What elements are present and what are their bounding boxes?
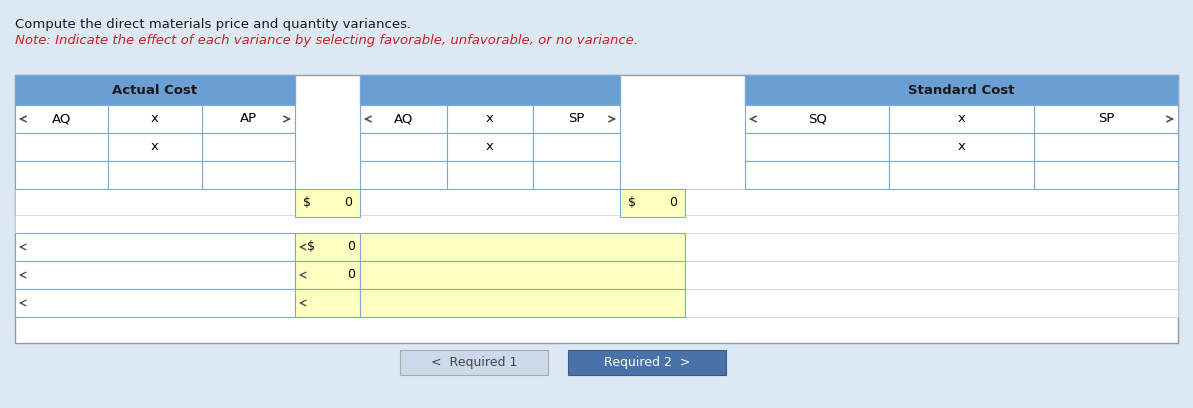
Text: 0: 0	[347, 268, 356, 282]
Text: $: $	[303, 197, 311, 209]
Bar	[1033, 105, 1177, 133]
Text: x: x	[958, 113, 965, 126]
Bar	[202, 105, 295, 133]
Bar	[400, 350, 548, 375]
Bar	[889, 161, 1033, 189]
Bar	[360, 133, 446, 161]
Bar	[744, 133, 889, 161]
Bar	[109, 161, 202, 189]
Bar	[295, 289, 360, 317]
Bar	[744, 75, 1177, 105]
Text: 0: 0	[347, 240, 356, 253]
Bar	[16, 105, 109, 133]
Bar	[202, 161, 295, 189]
Text: Note: Indicate the effect of each variance by selecting favorable, unfavorable, : Note: Indicate the effect of each varian…	[16, 34, 638, 47]
Text: AQ: AQ	[394, 113, 413, 126]
Text: $: $	[628, 197, 636, 209]
Text: Compute the direct materials price and quantity variances.: Compute the direct materials price and q…	[16, 18, 412, 31]
Bar	[685, 233, 1177, 261]
Bar	[685, 289, 1177, 317]
Bar	[685, 261, 1177, 289]
Text: 0: 0	[344, 197, 352, 209]
Bar	[295, 189, 360, 217]
Bar	[360, 233, 685, 261]
Text: SP: SP	[569, 113, 585, 126]
Bar	[1033, 133, 1177, 161]
Text: Required 2  >: Required 2 >	[604, 356, 691, 369]
Bar	[16, 75, 1177, 343]
Text: Actual Cost: Actual Cost	[112, 84, 198, 97]
Bar	[744, 105, 889, 133]
Bar	[16, 75, 295, 105]
Bar	[109, 133, 202, 161]
Bar	[568, 350, 727, 375]
Bar	[16, 215, 1177, 235]
Bar	[533, 133, 620, 161]
Bar	[446, 133, 533, 161]
Bar	[360, 289, 685, 317]
Bar	[889, 105, 1033, 133]
Bar	[446, 161, 533, 189]
Bar	[16, 189, 1177, 217]
Text: Standard Cost: Standard Cost	[908, 84, 1015, 97]
Bar	[202, 133, 295, 161]
Bar	[360, 75, 620, 105]
Bar	[744, 161, 889, 189]
Bar	[360, 161, 446, 189]
Bar	[533, 161, 620, 189]
Text: $: $	[307, 240, 315, 253]
Text: 0: 0	[669, 197, 676, 209]
Text: SP: SP	[1098, 113, 1114, 126]
Text: SQ: SQ	[808, 113, 827, 126]
Bar	[533, 105, 620, 133]
Text: x: x	[486, 113, 494, 126]
Text: x: x	[958, 140, 965, 153]
Bar	[295, 261, 360, 289]
Bar	[360, 105, 446, 133]
Bar	[16, 133, 109, 161]
Bar	[16, 161, 109, 189]
Bar	[16, 289, 295, 317]
Bar	[16, 233, 295, 261]
Bar	[16, 261, 295, 289]
Bar	[109, 105, 202, 133]
Text: x: x	[152, 113, 159, 126]
Text: x: x	[152, 140, 159, 153]
Bar	[889, 133, 1033, 161]
Text: AQ: AQ	[52, 113, 72, 126]
Bar	[1033, 161, 1177, 189]
Bar	[295, 233, 360, 261]
Text: x: x	[486, 140, 494, 153]
Text: AP: AP	[240, 113, 256, 126]
Bar	[360, 261, 685, 289]
Text: <  Required 1: < Required 1	[431, 356, 518, 369]
Bar	[620, 189, 685, 217]
Bar	[446, 105, 533, 133]
